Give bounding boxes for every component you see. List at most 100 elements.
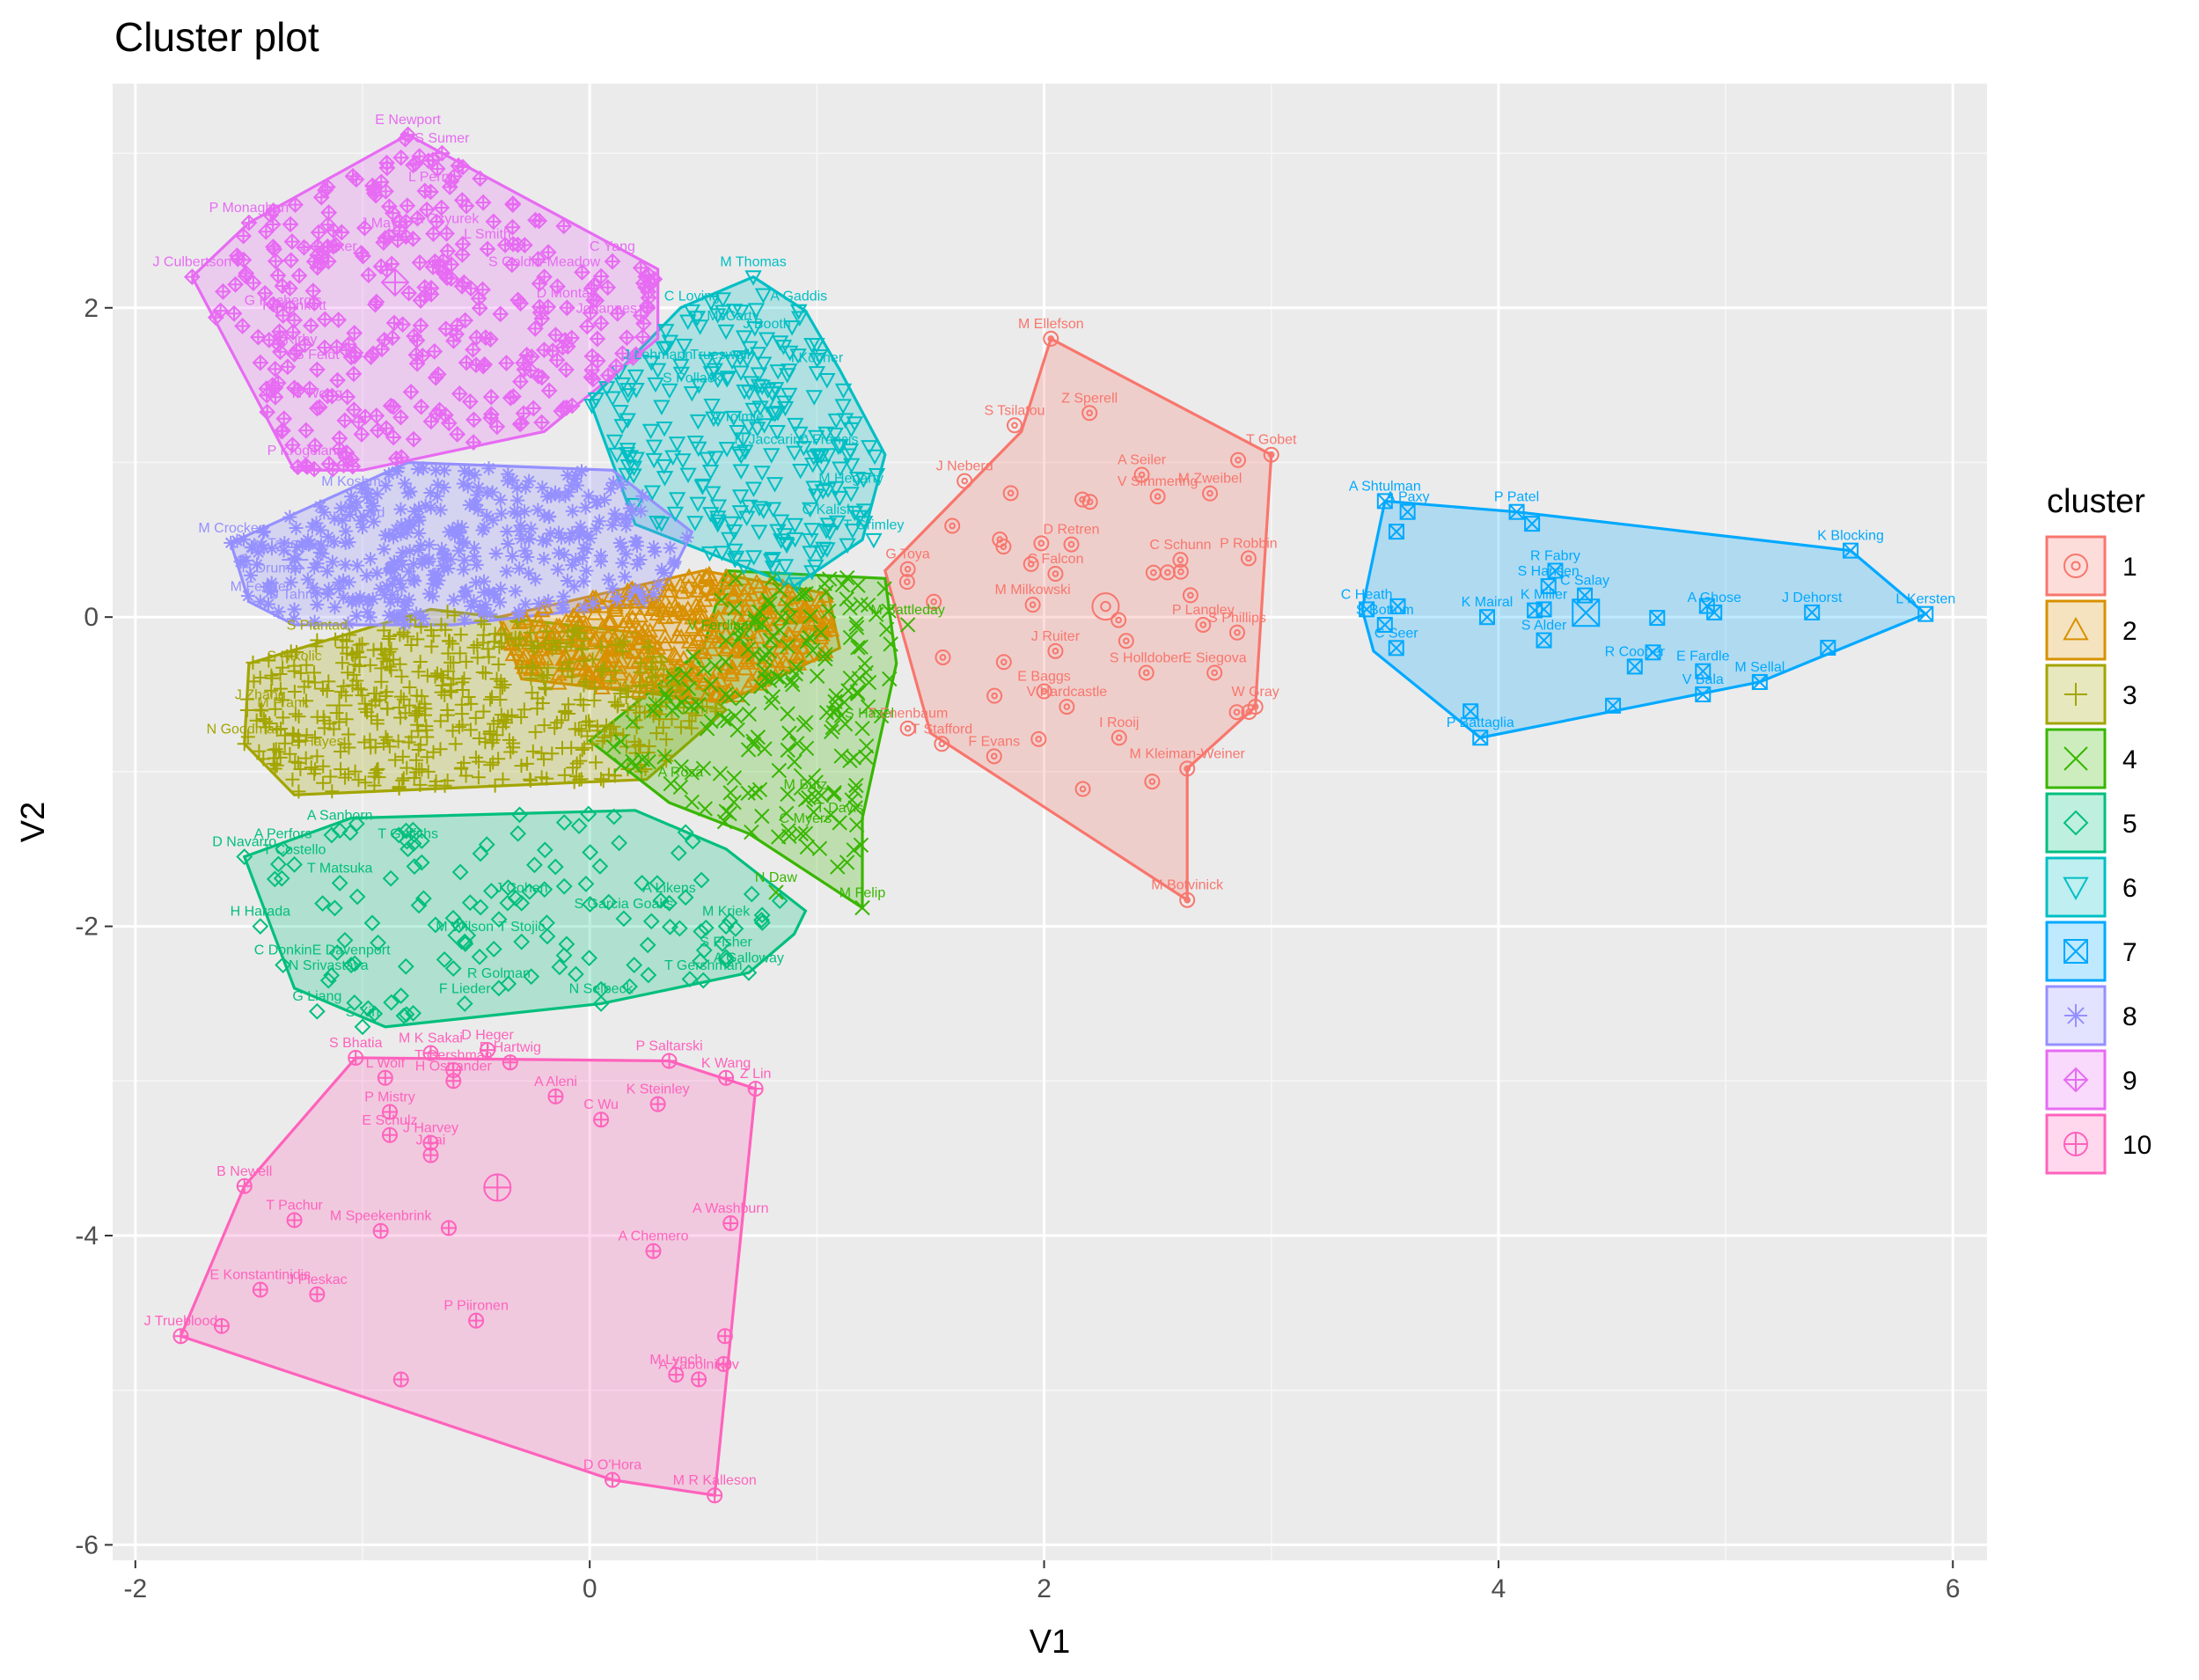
cluster-8-sample-point (476, 605, 490, 619)
legend-label-4: 4 (2122, 745, 2137, 774)
point-label: B Hayes (290, 734, 343, 749)
point-label: M Thomas (720, 255, 786, 270)
point-label: I Kocher (791, 351, 844, 366)
legend-symbol-10 (2064, 1133, 2087, 1155)
cluster-8-sample-point (575, 464, 589, 478)
point-label: S Pollack (663, 370, 722, 385)
point-label: S Kirby (272, 332, 318, 347)
x-tick-label: -2 (123, 1574, 147, 1603)
cluster-8-sample-point (524, 522, 539, 536)
cluster-8-sample-point (301, 573, 315, 587)
point-label: M Ellefson (1018, 317, 1084, 332)
point-label: F Evans (968, 734, 1020, 749)
point-label: M Koshm (321, 474, 381, 489)
point-label: S Piantad (287, 619, 348, 634)
cluster-10-point (663, 1053, 677, 1067)
point-label: A Sanborn (307, 809, 373, 824)
cluster-8-point (344, 489, 358, 503)
cluster-10-point (238, 1179, 252, 1193)
point-label: V Bala (1682, 672, 1724, 687)
point-label: C Heath (1341, 587, 1393, 602)
point-label: M Speekenbrink (330, 1209, 433, 1224)
cluster-8-sample-point (536, 533, 550, 547)
point-label: J Lai (416, 1133, 446, 1148)
legend-key-2 (2047, 601, 2105, 659)
cluster-8-sample-point (380, 579, 394, 593)
cluster-8-sample-point (424, 501, 438, 515)
chart-title: Cluster plot (114, 14, 319, 60)
cluster-10-point (707, 1488, 722, 1502)
point-label: K Steinley (627, 1082, 690, 1097)
cluster-10-point (469, 1314, 483, 1328)
cluster-8-sample-point (501, 537, 515, 551)
point-label: S Kucker (300, 239, 358, 254)
cluster-8-sample-point (457, 477, 471, 491)
cluster-8-sample-point (522, 474, 536, 488)
cluster-10-point (651, 1097, 665, 1111)
legend-label-7: 7 (2122, 938, 2137, 967)
y-tick-label: 2 (84, 294, 99, 323)
point-label: J Trueblood (144, 1314, 218, 1329)
cluster-8-sample-point (518, 598, 532, 612)
cluster-8-sample-point (282, 510, 297, 525)
point-label: S Garcia Goaks (574, 897, 673, 912)
point-label: S Feldt (295, 348, 340, 363)
cluster-8-sample-point (411, 462, 425, 476)
point-label: J Pleskac (287, 1273, 347, 1288)
point-label: R Golman (467, 966, 531, 981)
cluster-8-sample-point (514, 518, 528, 532)
cluster-8-sample-point (363, 552, 377, 566)
cluster-8-sample-point (495, 507, 509, 521)
cluster-8-sample-point (394, 612, 408, 626)
legend-title: cluster (2047, 483, 2145, 520)
cluster-8-sample-point (510, 494, 524, 508)
cluster-8-sample-point (619, 547, 633, 561)
cluster-8-sample-point (594, 554, 608, 569)
point-label: T Matsuka (307, 861, 373, 876)
legend-label-6: 6 (2122, 874, 2137, 903)
point-label: A Washburn (693, 1201, 769, 1216)
cluster-8-sample-point (552, 546, 566, 560)
y-tick-label: 0 (84, 603, 99, 632)
y-axis-title: V2 (15, 802, 52, 842)
point-label: P Robbin (1220, 536, 1278, 551)
x-tick-label: 0 (583, 1574, 597, 1603)
point-label: P Mistry (364, 1089, 414, 1104)
cluster-8-sample-point (489, 547, 503, 561)
cluster-8-sample-point (458, 554, 472, 568)
point-label: S Alder (1521, 619, 1567, 634)
point-label: Z Lin (740, 1067, 772, 1082)
cluster-8-sample-point (463, 498, 477, 512)
point-label: A Seiler (1118, 453, 1167, 468)
cluster-8-sample-point (515, 532, 529, 546)
point-label: C Salay (1560, 574, 1609, 589)
cluster-8-sample-point (610, 592, 624, 606)
cluster-10-point (378, 1071, 392, 1085)
point-label: C Myers (780, 811, 832, 826)
cluster-8-sample-point (409, 606, 423, 620)
point-label: V Ferdinand (688, 619, 765, 634)
point-label: E Siegova (1183, 650, 1247, 665)
cluster-8-sample-point (353, 591, 367, 605)
point-label: J Tahm (272, 587, 317, 602)
point-label: S Sumer (414, 131, 470, 146)
legend-symbol-8 (2064, 1004, 2087, 1027)
cluster-8-sample-point (535, 481, 549, 495)
point-label: E Baggs (1017, 670, 1070, 685)
cluster-8-sample-point (554, 531, 568, 545)
legend-label-2: 2 (2122, 617, 2137, 646)
point-label: V Simmering (1118, 474, 1198, 489)
cluster-8-sample-point (509, 584, 523, 598)
point-label: M Tanenhaus (253, 536, 337, 551)
point-label: L Wolf (366, 1056, 406, 1071)
cluster-8-sample-point (537, 552, 551, 566)
cluster-8-sample-point (472, 481, 486, 495)
cluster-8-sample-point (590, 521, 604, 535)
cluster-8-point (253, 595, 268, 609)
point-label: H Drumm (242, 561, 302, 576)
cluster-8-sample-point (618, 569, 632, 583)
x-tick-label: 4 (1492, 1574, 1506, 1603)
point-label: C Yang (590, 239, 635, 254)
